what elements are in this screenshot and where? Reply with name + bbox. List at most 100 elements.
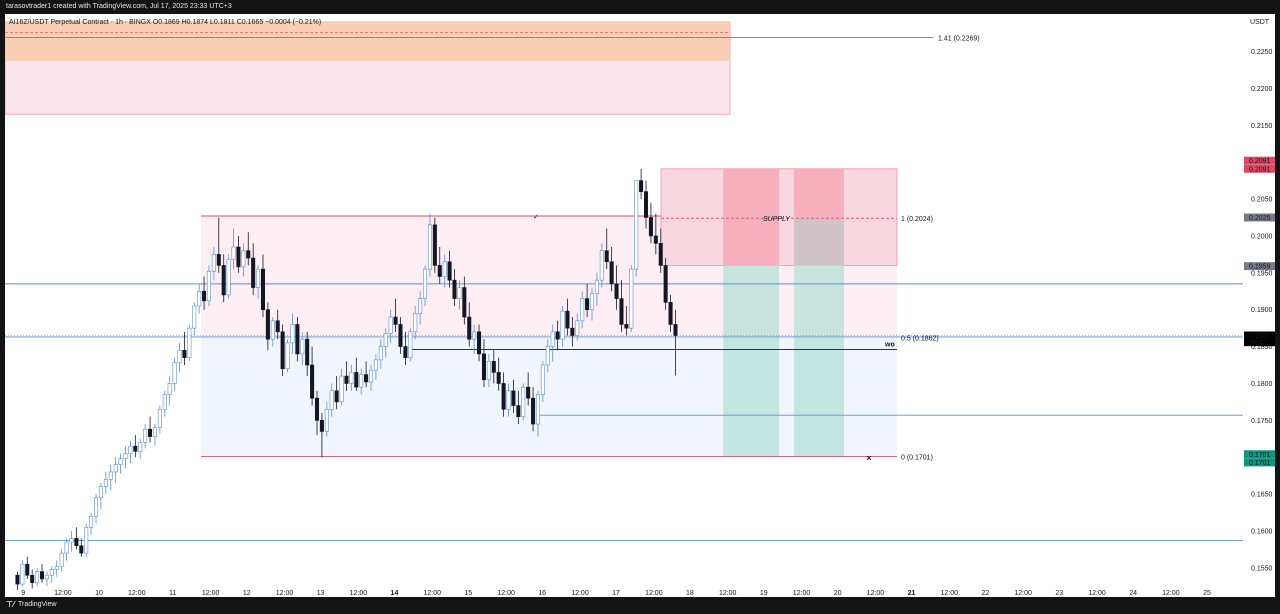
candle-body [260,268,266,310]
x-tick-label: 22 [981,590,989,597]
candle-body [285,342,290,370]
candle-body [44,574,49,580]
level-0-5-label: 0.5 (0.1862) [901,336,939,343]
candle-body [388,316,393,334]
candle-body [496,372,501,384]
candle-body [197,290,202,307]
x-tick-label: 12:00 [54,590,72,597]
y-tick-label: 0.1850 [1251,344,1273,351]
x-tick-label: 12:00 [202,590,220,597]
candle-body [663,265,668,303]
candle-body [545,346,550,366]
candle-body [673,324,678,336]
candle-body [64,541,69,554]
candle-body [658,242,663,266]
candle-body [452,279,457,299]
candle-body [614,283,619,299]
candle-body [300,338,305,355]
x-tick-label: 15 [464,590,472,597]
candle-body [432,224,437,266]
tag-countdown: 26:42 [1249,340,1267,347]
y-tick-label: 0.2150 [1251,123,1273,130]
candle-body [216,254,221,266]
candle-body [467,316,472,340]
brand-label: TradingView [18,601,57,608]
candle-body [364,374,369,383]
candle-body [103,479,108,488]
candle-body [94,497,99,517]
candle-body [491,361,496,373]
candle-body [265,309,270,340]
candle-body [580,298,585,322]
candle-body [535,394,541,425]
x-tick-label: 12:00 [1014,590,1032,597]
candle-body [526,386,531,399]
candle-body [30,574,35,583]
target-zone-overlay [5,22,730,62]
x-tick-label: 12:00 [423,590,441,597]
candle-body [319,420,324,432]
tag-last: 0.1865 [1249,333,1271,340]
candle-body [295,324,300,355]
gray-overlap [794,218,844,266]
candle-body [256,268,261,288]
tag-0-2025-bg [1244,213,1275,222]
x-tick-label: 12:00 [1162,590,1180,597]
candle-body [202,290,207,302]
candle-body [241,250,246,268]
candle-body [531,397,536,425]
candle-body [98,486,103,499]
x-tick-label: 12:00 [645,590,663,597]
candle-body [128,445,133,454]
x-tick-label: 10 [95,590,103,597]
chart-panel[interactable]: 1.41 (0.2269) 1 (0.2024) 0.5 (0.1862) 0 (0.… [5,14,1275,597]
x-tick-label: 12:00 [1088,590,1106,597]
x-tick-label: 25 [1203,590,1211,597]
x-tick-label: 16 [538,590,546,597]
tag-0-2091b-bg [1244,164,1275,173]
candle-body [113,464,118,473]
candle-body [511,390,516,406]
candle-body [133,445,138,452]
candle-body [334,390,339,403]
candle-body [437,265,442,277]
candle-body [35,571,40,583]
candle-body [408,331,413,358]
currency-label: USDT [1250,19,1270,26]
x-tick-label: 12:00 [276,590,294,597]
y-tick-label: 0.2000 [1251,233,1273,240]
candle-body [123,453,128,459]
candle-body [516,405,521,417]
candle-body [609,261,614,285]
candle-body [653,235,658,244]
tag-0-1701a-bg [1244,450,1275,459]
candle-body [369,369,374,383]
candle-body [521,386,526,417]
candle-body [506,390,511,410]
candle-body [393,316,398,325]
candle-body [560,310,565,340]
candle-body [349,372,354,384]
candle-body [413,313,418,333]
candle-body [246,250,251,259]
candle-body [49,569,54,576]
y-tick-label: 0.1650 [1251,492,1273,499]
candle-body [418,298,423,314]
candle-body [310,364,315,399]
candle-body [447,261,452,281]
candle-body [565,310,570,329]
candle-body [457,287,462,299]
footer-bar: ⊤⁄ TradingView [0,597,1280,614]
candle-body [69,538,74,543]
candle-body [187,327,192,358]
tag-0-2025: 0.2025 [1249,215,1271,222]
candle-body [540,364,545,395]
candle-body [211,254,216,272]
candle-body [54,566,59,570]
candle-body [157,408,162,429]
candle-body [275,320,280,333]
candle-body [594,279,599,294]
candle-body [79,545,84,554]
candlestick-chart[interactable]: 1.41 (0.2269) 1 (0.2024) 0.5 (0.1862) 0 (0.… [5,14,1275,597]
candle-body [403,346,408,358]
